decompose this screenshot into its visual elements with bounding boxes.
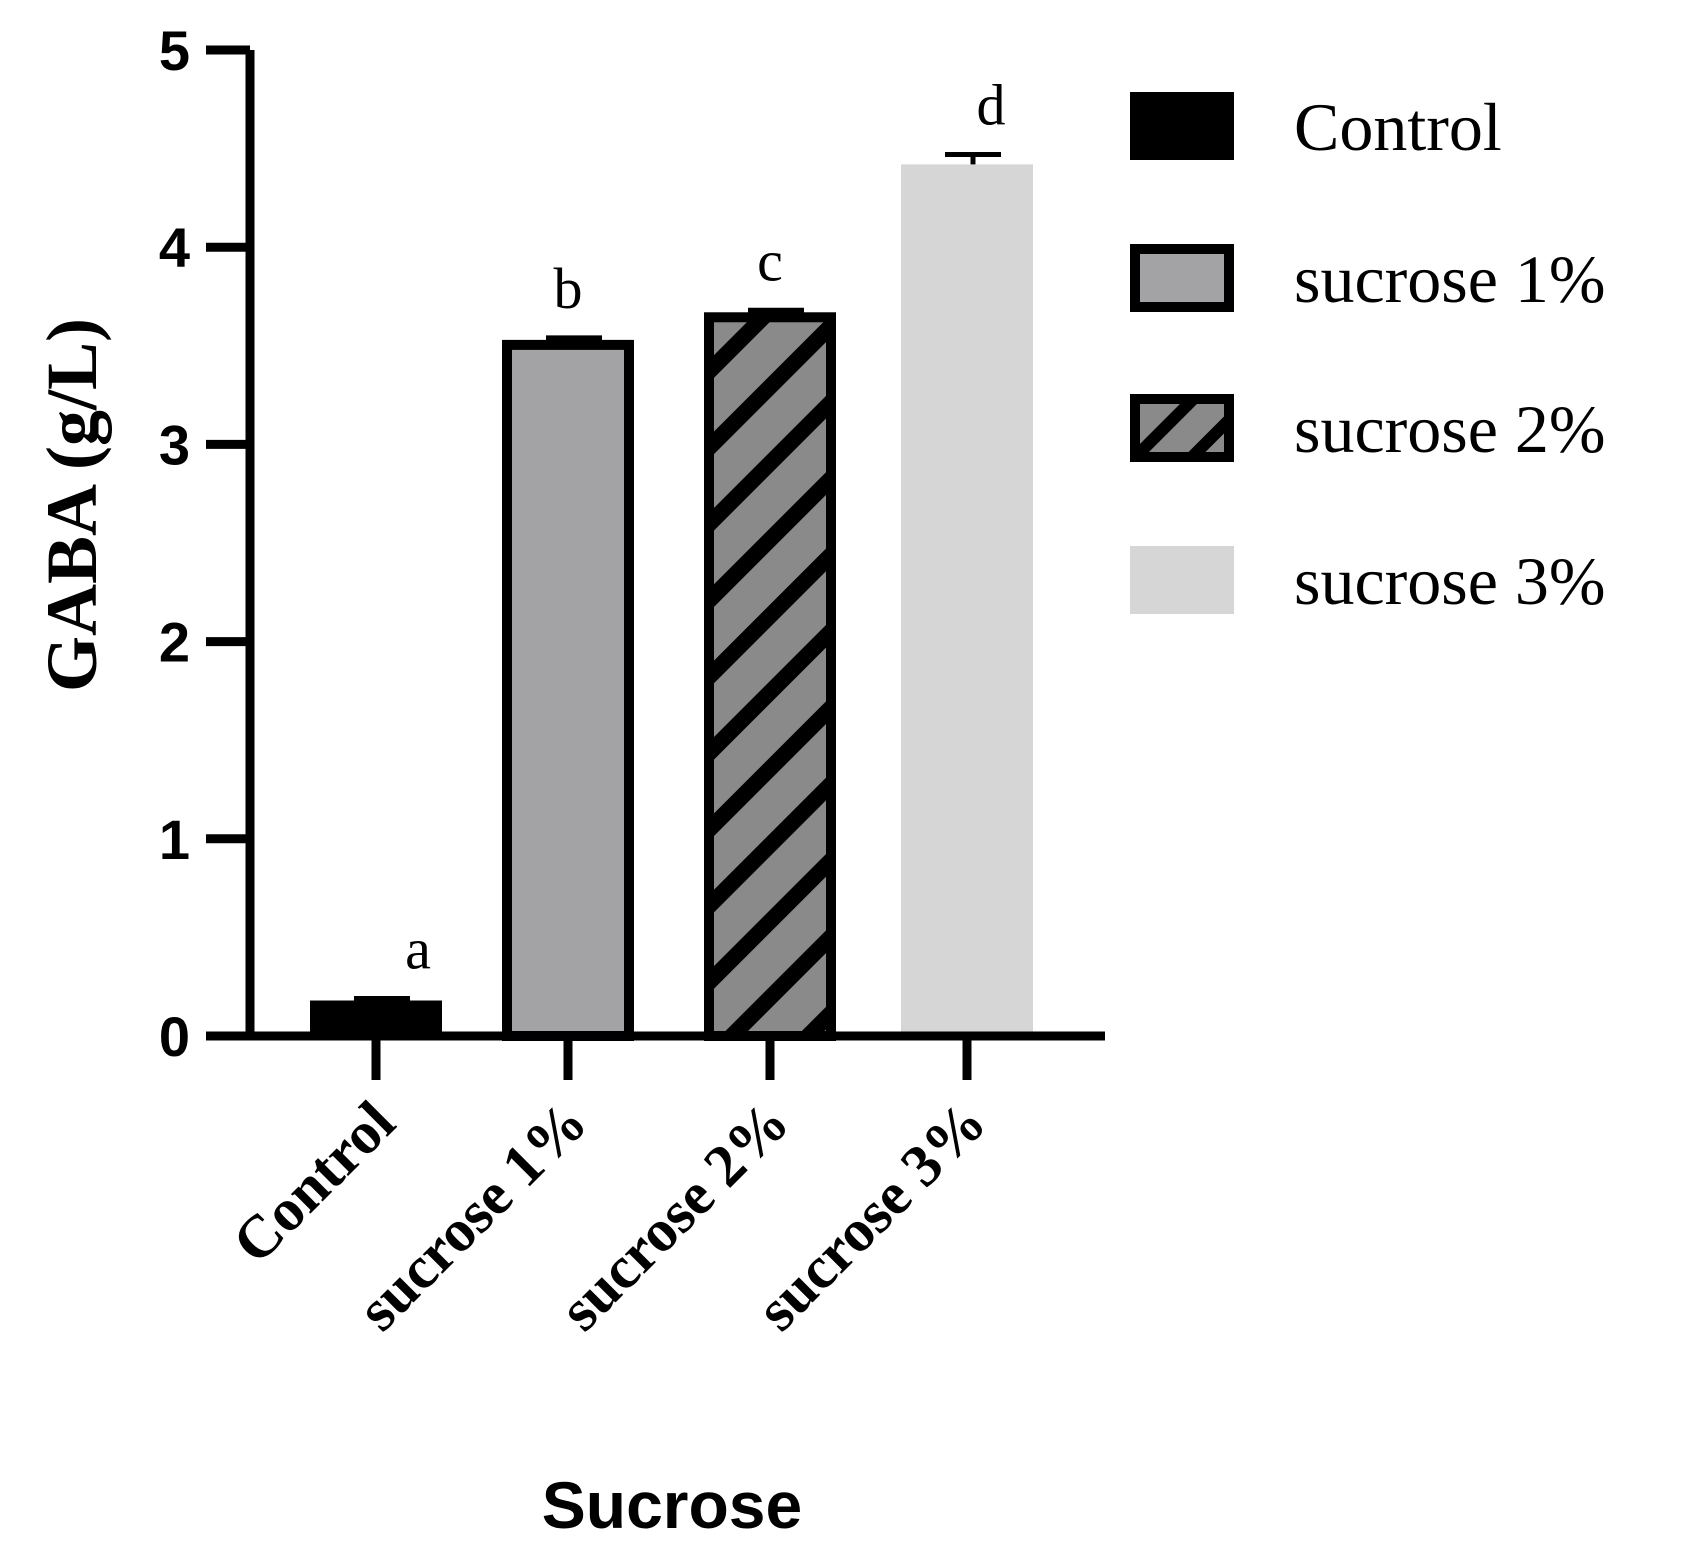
y-tick-label: 4 (159, 216, 190, 279)
y-axis: 0 1 2 3 4 5 (159, 19, 255, 1068)
bar-control (310, 1000, 442, 1036)
legend-label: sucrose 2% (1294, 391, 1606, 467)
y-tick-label: 0 (159, 1005, 190, 1068)
bars: a b c d (310, 73, 1033, 1042)
bar-sucrose-2- (704, 312, 836, 1041)
legend-swatch (1130, 546, 1234, 614)
y-tick-label: 2 (159, 611, 190, 674)
legend-swatch (1130, 244, 1234, 312)
legend-label: sucrose 3% (1294, 543, 1606, 619)
significance-label: b (554, 256, 583, 321)
legend-swatch (1130, 394, 1234, 462)
bar-sucrose-1- (502, 339, 634, 1042)
legend-swatch (1130, 92, 1234, 160)
y-tick-label: 1 (159, 808, 190, 871)
x-tick-label: Control (220, 1089, 407, 1276)
significance-label: d (977, 73, 1006, 138)
legend-label: sucrose 1% (1294, 241, 1606, 317)
y-tick-label: 3 (159, 413, 190, 476)
bar-sucrose-3- (901, 164, 1033, 1037)
legend: Control sucrose 1% sucrose 2% sucrose 3% (1130, 89, 1606, 619)
significance-label: a (405, 917, 431, 982)
y-axis-title: GABA (g/L) (32, 318, 112, 692)
y-tick-label: 5 (159, 19, 190, 82)
significance-label: c (757, 228, 783, 293)
x-axis-title: Sucrose (542, 1468, 802, 1542)
legend-label: Control (1294, 89, 1502, 165)
